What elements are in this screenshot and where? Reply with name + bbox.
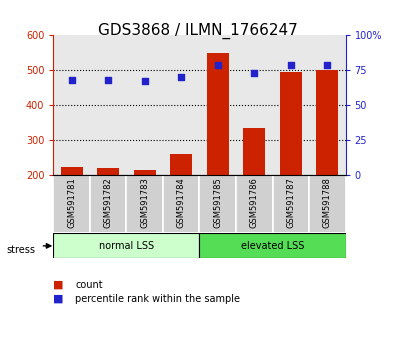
Point bbox=[68, 77, 75, 83]
Text: GSM591782: GSM591782 bbox=[103, 177, 113, 228]
Text: GSM591787: GSM591787 bbox=[286, 177, 295, 228]
Point bbox=[251, 70, 258, 76]
Bar bbox=[316, 70, 338, 175]
Bar bbox=[236, 175, 273, 233]
Text: percentile rank within the sample: percentile rank within the sample bbox=[75, 294, 240, 304]
Bar bbox=[97, 168, 119, 175]
Bar bbox=[53, 233, 199, 258]
Bar bbox=[61, 167, 83, 175]
Point bbox=[141, 79, 148, 84]
Point bbox=[324, 62, 331, 68]
Bar bbox=[53, 175, 90, 233]
Bar bbox=[199, 233, 346, 258]
Text: stress: stress bbox=[6, 245, 35, 255]
Bar bbox=[134, 170, 156, 175]
Bar bbox=[243, 128, 265, 175]
Bar bbox=[309, 175, 346, 233]
Text: ■: ■ bbox=[53, 280, 64, 290]
Bar bbox=[207, 53, 229, 175]
Point bbox=[288, 62, 294, 68]
Point bbox=[178, 74, 184, 80]
Text: normal LSS: normal LSS bbox=[99, 241, 154, 251]
Bar bbox=[126, 175, 163, 233]
Text: elevated LSS: elevated LSS bbox=[241, 241, 304, 251]
Text: ■: ■ bbox=[53, 294, 64, 304]
Point bbox=[105, 77, 111, 83]
Bar bbox=[199, 175, 236, 233]
Text: GSM591785: GSM591785 bbox=[213, 177, 222, 228]
Text: count: count bbox=[75, 280, 103, 290]
Point bbox=[214, 62, 221, 68]
Bar bbox=[170, 154, 192, 175]
Bar bbox=[273, 175, 309, 233]
Text: GSM591783: GSM591783 bbox=[140, 177, 149, 228]
Text: GSM591781: GSM591781 bbox=[67, 177, 76, 228]
Bar bbox=[280, 72, 302, 175]
Text: GSM591784: GSM591784 bbox=[177, 177, 186, 228]
Text: GSM591788: GSM591788 bbox=[323, 177, 332, 228]
Text: GSM591786: GSM591786 bbox=[250, 177, 259, 228]
Bar bbox=[90, 175, 126, 233]
Bar bbox=[163, 175, 199, 233]
Text: GDS3868 / ILMN_1766247: GDS3868 / ILMN_1766247 bbox=[98, 23, 297, 39]
